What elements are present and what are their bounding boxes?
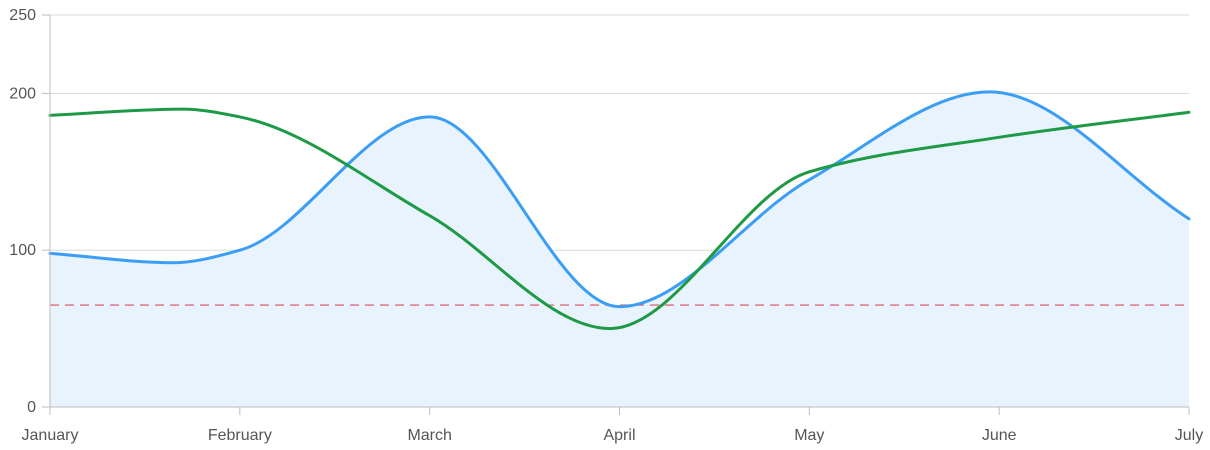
x-tick-label: February <box>208 427 272 444</box>
x-tick-label: March <box>407 427 451 444</box>
x-tick-label: July <box>1175 427 1203 444</box>
series-line-1 <box>48 90 1191 309</box>
x-tick-label: April <box>603 427 635 444</box>
tick-label-layer: 0 100 200 250 January February March April May Ju… <box>9 7 1203 444</box>
y-tick-label: 250 <box>9 7 36 24</box>
series-layer <box>48 90 1191 331</box>
series-area-1 <box>50 91 1189 407</box>
y-tick-label: 0 <box>27 399 36 416</box>
area-layer <box>50 91 1189 407</box>
series-line-2 <box>48 107 1191 331</box>
y-tick-label: 100 <box>9 242 36 259</box>
axis-layer <box>42 14 1190 415</box>
x-tick-label: June <box>982 427 1017 444</box>
y-tick-label: 200 <box>9 85 36 102</box>
x-tick-label: January <box>22 427 79 444</box>
x-tick-label: May <box>794 427 824 444</box>
